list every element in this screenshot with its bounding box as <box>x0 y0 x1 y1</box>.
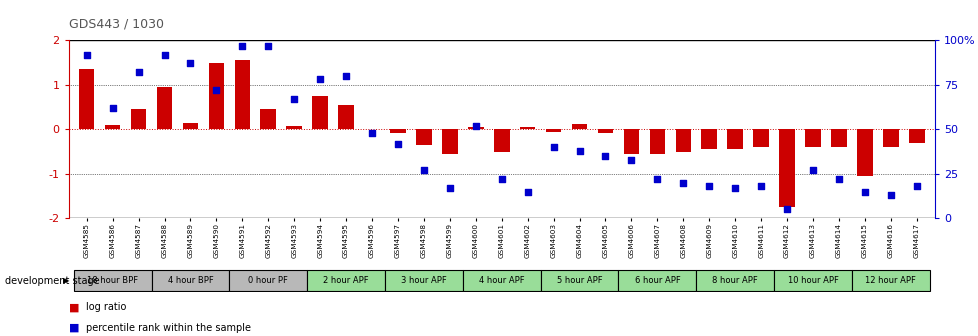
Text: GDS443 / 1030: GDS443 / 1030 <box>68 17 163 30</box>
Text: 6 hour APF: 6 hour APF <box>634 276 680 285</box>
Bar <box>312 96 328 129</box>
Bar <box>909 129 923 143</box>
Point <box>648 176 664 182</box>
Bar <box>805 129 820 147</box>
Bar <box>830 129 846 147</box>
Point <box>390 141 406 146</box>
Point <box>675 180 690 185</box>
Text: ■: ■ <box>68 323 79 333</box>
Point <box>467 123 483 128</box>
Text: 4 hour APF: 4 hour APF <box>478 276 524 285</box>
Bar <box>338 105 353 129</box>
Bar <box>546 129 560 132</box>
Bar <box>131 109 146 129</box>
Point <box>208 87 224 93</box>
Bar <box>701 129 716 150</box>
Point <box>908 184 923 189</box>
FancyBboxPatch shape <box>774 270 851 291</box>
FancyBboxPatch shape <box>384 270 463 291</box>
Text: development stage: development stage <box>5 276 100 286</box>
Bar <box>183 123 198 129</box>
FancyBboxPatch shape <box>73 270 152 291</box>
Bar <box>753 129 768 147</box>
Bar <box>727 129 742 150</box>
Text: percentile rank within the sample: percentile rank within the sample <box>86 323 251 333</box>
Bar <box>649 129 664 154</box>
Bar <box>79 69 94 129</box>
Point <box>700 184 716 189</box>
Bar <box>105 125 120 129</box>
Point <box>856 189 871 194</box>
FancyBboxPatch shape <box>307 270 384 291</box>
Text: ▶: ▶ <box>63 276 69 285</box>
FancyBboxPatch shape <box>229 270 307 291</box>
Point <box>287 96 302 102</box>
Bar <box>519 127 535 129</box>
Point <box>312 77 328 82</box>
Text: 12 hour APF: 12 hour APF <box>865 276 915 285</box>
FancyBboxPatch shape <box>618 270 695 291</box>
Bar <box>778 129 794 207</box>
Bar <box>494 129 509 152</box>
Bar <box>260 109 276 129</box>
Point <box>105 105 120 111</box>
Bar <box>156 87 172 129</box>
Point <box>597 153 612 159</box>
Point <box>830 176 846 182</box>
Bar <box>571 124 587 129</box>
Text: 0 hour PF: 0 hour PF <box>248 276 288 285</box>
Bar <box>882 129 898 147</box>
Point <box>571 148 587 154</box>
Bar <box>442 129 457 154</box>
Point <box>623 157 639 162</box>
Point <box>752 184 768 189</box>
Point <box>442 185 458 191</box>
Point <box>235 43 250 48</box>
Point <box>79 52 95 57</box>
Point <box>882 193 898 198</box>
FancyBboxPatch shape <box>463 270 540 291</box>
Point <box>156 52 172 57</box>
Bar <box>467 127 483 129</box>
Bar <box>287 126 301 129</box>
Text: log ratio: log ratio <box>86 302 126 312</box>
Point <box>778 207 794 212</box>
Text: 3 hour APF: 3 hour APF <box>401 276 446 285</box>
Point <box>364 130 379 136</box>
Text: 2 hour APF: 2 hour APF <box>323 276 369 285</box>
Point <box>416 168 431 173</box>
Bar <box>598 129 612 133</box>
Text: 4 hour BPF: 4 hour BPF <box>167 276 213 285</box>
Point <box>131 70 147 75</box>
Point <box>804 168 820 173</box>
Bar <box>235 60 249 129</box>
Text: 5 hour APF: 5 hour APF <box>556 276 601 285</box>
Bar <box>675 129 690 152</box>
FancyBboxPatch shape <box>152 270 229 291</box>
Bar <box>208 62 224 129</box>
Point <box>260 43 276 48</box>
Bar <box>623 129 639 154</box>
Bar <box>390 129 405 133</box>
Point <box>338 73 354 79</box>
Text: ■: ■ <box>68 302 79 312</box>
Text: 10 hour APF: 10 hour APF <box>786 276 837 285</box>
Text: 18 hour BPF: 18 hour BPF <box>87 276 138 285</box>
Text: 8 hour APF: 8 hour APF <box>712 276 757 285</box>
Point <box>493 176 509 182</box>
Point <box>545 144 560 150</box>
Point <box>183 61 199 66</box>
Point <box>519 189 535 194</box>
FancyBboxPatch shape <box>851 270 929 291</box>
Bar <box>857 129 871 176</box>
Point <box>727 185 742 191</box>
Bar <box>416 129 431 145</box>
FancyBboxPatch shape <box>540 270 618 291</box>
FancyBboxPatch shape <box>695 270 774 291</box>
